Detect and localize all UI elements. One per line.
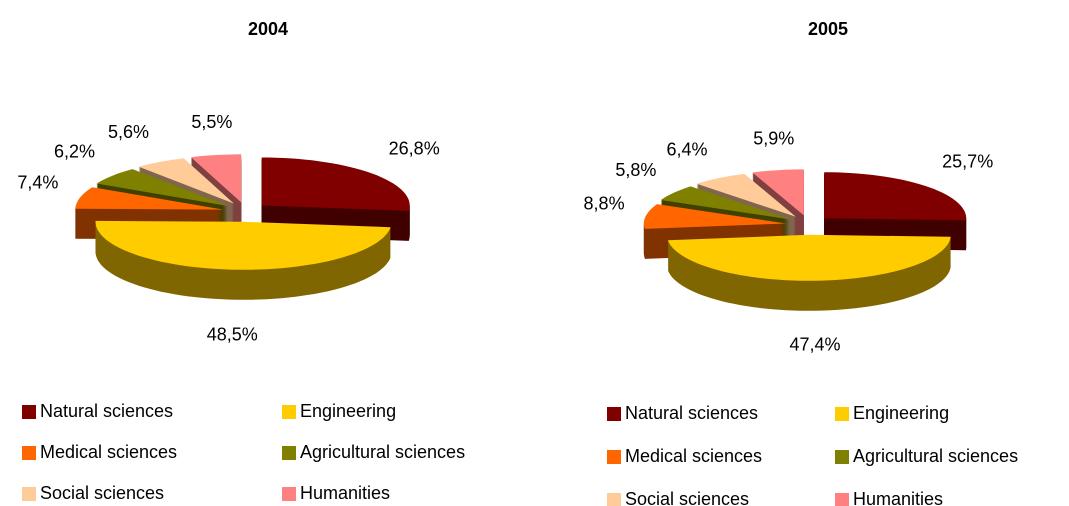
data-label: 26,8% (389, 138, 440, 158)
data-label: 48,5% (207, 324, 258, 344)
legend-swatch (607, 407, 621, 421)
legend-swatch (835, 407, 849, 421)
chart-title: 2004 (248, 19, 288, 39)
slice-top (752, 169, 804, 216)
legend-label: Engineering (853, 403, 949, 423)
slice (95, 220, 391, 300)
slice (667, 234, 951, 311)
legend-swatch (607, 450, 621, 464)
legend-label: Humanities (300, 483, 390, 503)
legend-label: Natural sciences (40, 401, 173, 421)
slice-top (643, 204, 786, 229)
legend-swatch (282, 446, 296, 460)
legend-label: Natural sciences (625, 403, 758, 423)
data-label: 5,9% (753, 128, 794, 148)
data-label: 25,7% (942, 151, 993, 171)
legend-label: Social sciences (40, 483, 164, 503)
legend-swatch (835, 450, 849, 464)
legend-swatch (282, 405, 296, 419)
chart-title: 2005 (808, 19, 848, 39)
slice-top (667, 234, 951, 281)
legend-swatch (22, 446, 36, 460)
slice-top (191, 154, 242, 203)
data-label: 7,4% (17, 172, 58, 192)
legend-label: Medical sciences (40, 442, 177, 462)
data-label: 6,4% (666, 139, 707, 159)
slice-top (96, 169, 228, 206)
legend-label: Humanities (853, 489, 943, 506)
data-label: 5,5% (191, 112, 232, 132)
legend-label: Agricultural sciences (300, 442, 465, 462)
data-label: 5,8% (615, 160, 656, 180)
data-label: 5,6% (108, 122, 149, 142)
slice-top (138, 158, 234, 204)
legend-swatch (282, 487, 296, 501)
slice-top (261, 157, 410, 211)
data-label: 8,8% (584, 193, 625, 213)
slice-top (824, 172, 967, 221)
slice-top (696, 173, 796, 217)
data-label: 6,2% (54, 141, 95, 161)
legend-swatch (835, 493, 849, 506)
legend-swatch (22, 487, 36, 501)
legend-label: Social sciences (625, 489, 749, 506)
legend-swatch (607, 493, 621, 506)
slice-top (75, 187, 224, 210)
legend-label: Agricultural sciences (853, 446, 1018, 466)
slice-top (95, 220, 391, 270)
legend-swatch (22, 405, 36, 419)
legend-label: Engineering (300, 401, 396, 421)
slice-top (660, 186, 790, 220)
legend-label: Medical sciences (625, 446, 762, 466)
data-label: 47,4% (789, 334, 840, 354)
